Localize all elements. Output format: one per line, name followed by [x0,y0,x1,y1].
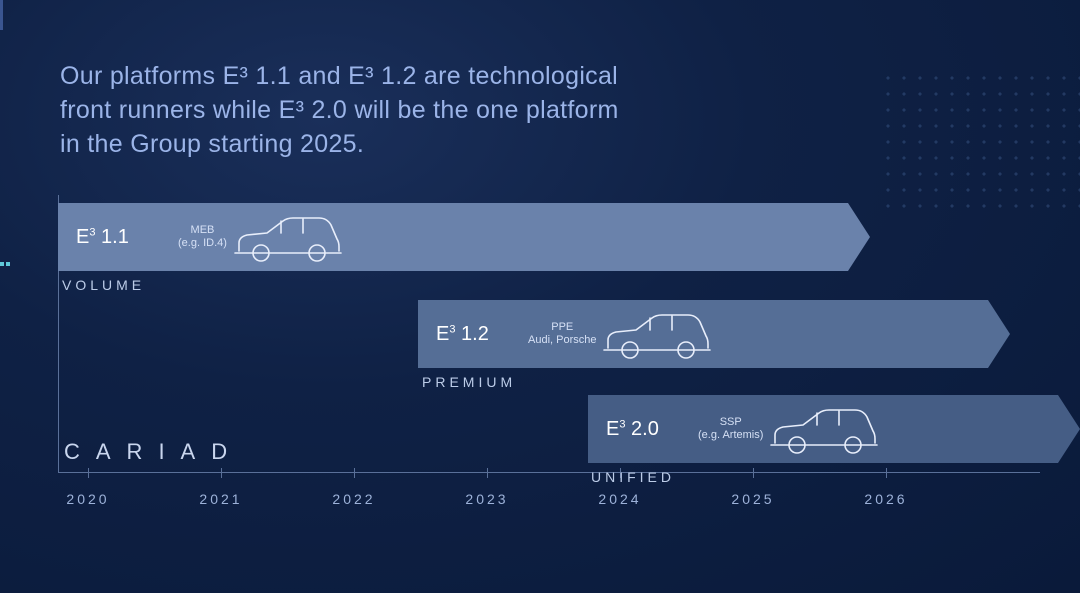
car-annotation: SSP(e.g. Artemis) [698,399,879,459]
platform-bar-e3-1-2: .bar-wrap[data-name="platform-bar-e3-1-2… [418,300,988,368]
axis-horizontal [58,472,1040,473]
year-label: 2024 [598,491,641,507]
year-label: 2026 [864,491,907,507]
year-label: 2023 [465,491,508,507]
axis-tick [88,468,89,478]
accent-pip [0,262,4,266]
brand-logo-text: CARIAD [64,439,243,465]
axis-tick [221,468,222,478]
bar-title: E3 1.2 [436,323,489,346]
car-icon [602,308,712,360]
headline-text: Our platforms E³ 1.1 and E³ 1.2 are tech… [60,60,619,161]
axis-tick [886,468,887,478]
category-label-e3-1-2: PREMIUM [422,374,516,390]
car-label: SSP(e.g. Artemis) [698,416,763,442]
axis-tick [354,468,355,478]
bar-body: .bar-wrap[data-name="platform-bar-e3-1-1… [58,203,848,271]
year-label: 2020 [66,491,109,507]
platform-bar-e3-1-1: .bar-wrap[data-name="platform-bar-e3-1-1… [58,203,848,271]
timeline-chart: 2020 2021 2022 2023 2024 2025 2026 .bar-wrap[d… [58,195,1080,525]
category-label-e3-1-1: VOLUME [62,277,145,293]
decorative-dot-grid [880,70,1080,210]
accent-pip [0,0,3,10]
car-icon [233,211,343,263]
platform-bar-e3-2-0: .bar-wrap[data-name="platform-bar-e3-2-0… [588,395,1058,463]
accent-pip [6,262,10,266]
axis-tick [487,468,488,478]
accent-pip [0,20,3,30]
year-label: 2021 [199,491,242,507]
category-label-e3-2-0: UNIFIED [591,469,675,485]
bar-body: .bar-wrap[data-name="platform-bar-e3-2-0… [588,395,1058,463]
axis-tick [753,468,754,478]
accent-pip [0,10,3,20]
car-label: PPEAudi, Porsche [528,321,596,347]
bar-title: E3 2.0 [606,418,659,441]
car-label: MEB(e.g. ID.4) [178,224,227,250]
car-annotation: PPEAudi, Porsche [528,304,712,364]
year-label: 2022 [332,491,375,507]
car-annotation: MEB(e.g. ID.4) [178,207,343,267]
bar-body: .bar-wrap[data-name="platform-bar-e3-1-2… [418,300,988,368]
bar-title: E3 1.1 [76,226,129,249]
year-label: 2025 [731,491,774,507]
car-icon [769,403,879,455]
